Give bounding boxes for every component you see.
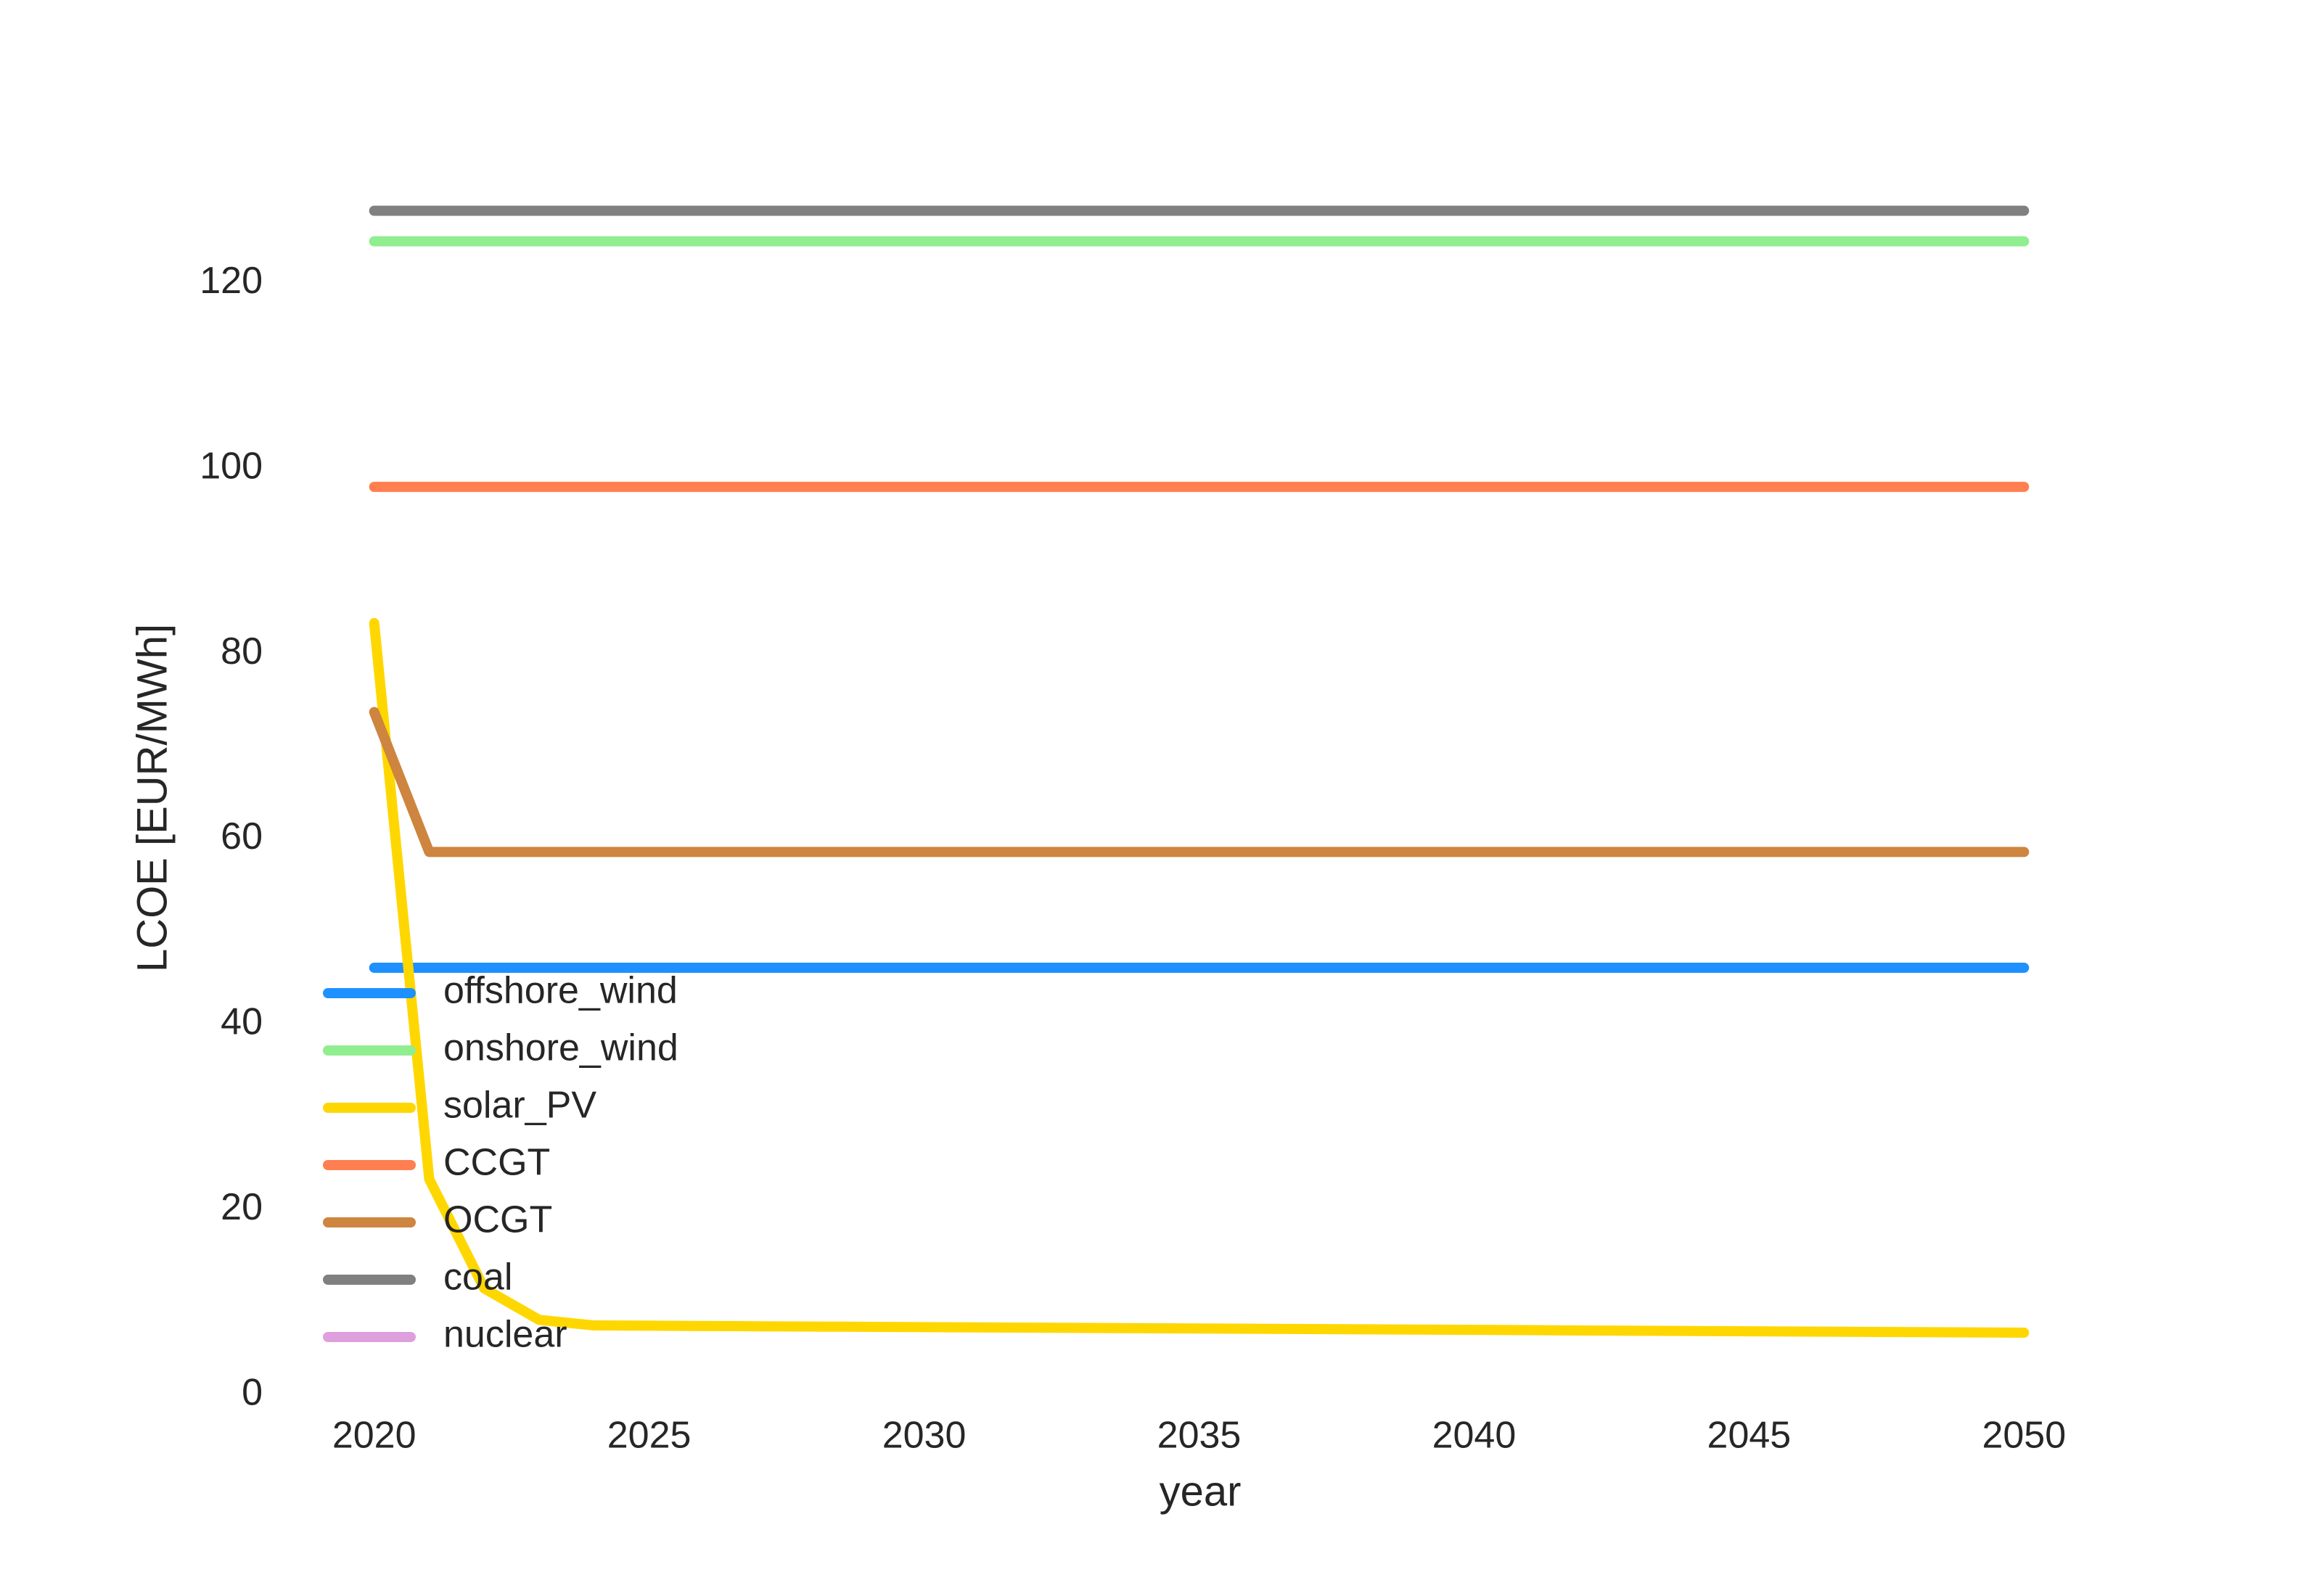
x-tick-label: 2025 bbox=[607, 1415, 692, 1457]
x-tick-label: 2040 bbox=[1432, 1415, 1517, 1457]
y-tick-label: 120 bbox=[200, 260, 263, 302]
y-tick-label: 100 bbox=[200, 445, 263, 487]
x-axis-label: year bbox=[1160, 1468, 1242, 1515]
x-tick-label: 2020 bbox=[332, 1415, 417, 1457]
legend-label: CCGT bbox=[443, 1142, 550, 1184]
legend-label: offshore_wind bbox=[443, 970, 678, 1012]
legend-label: OCGT bbox=[443, 1199, 552, 1241]
y-tick-label: 80 bbox=[221, 630, 263, 672]
y-tick-label: 60 bbox=[221, 815, 263, 857]
legend-label: coal bbox=[443, 1256, 512, 1299]
legend-label: solar_PV bbox=[443, 1085, 596, 1127]
x-tick-label: 2050 bbox=[1982, 1415, 2066, 1457]
series-line bbox=[369, 707, 2030, 857]
y-tick-label: 40 bbox=[221, 1001, 263, 1043]
y-axis-label: LCOE [EUR/MWh] bbox=[128, 624, 176, 972]
x-tick-label: 2030 bbox=[882, 1415, 967, 1457]
legend-label: onshore_wind bbox=[443, 1027, 678, 1069]
x-tick-label: 2045 bbox=[1707, 1415, 1792, 1457]
y-tick-label: 20 bbox=[221, 1186, 263, 1228]
y-tick-label: 0 bbox=[242, 1372, 263, 1414]
x-tick-label: 2035 bbox=[1157, 1415, 1242, 1457]
series-line bbox=[369, 617, 2030, 1338]
legend-label: nuclear bbox=[443, 1314, 567, 1356]
